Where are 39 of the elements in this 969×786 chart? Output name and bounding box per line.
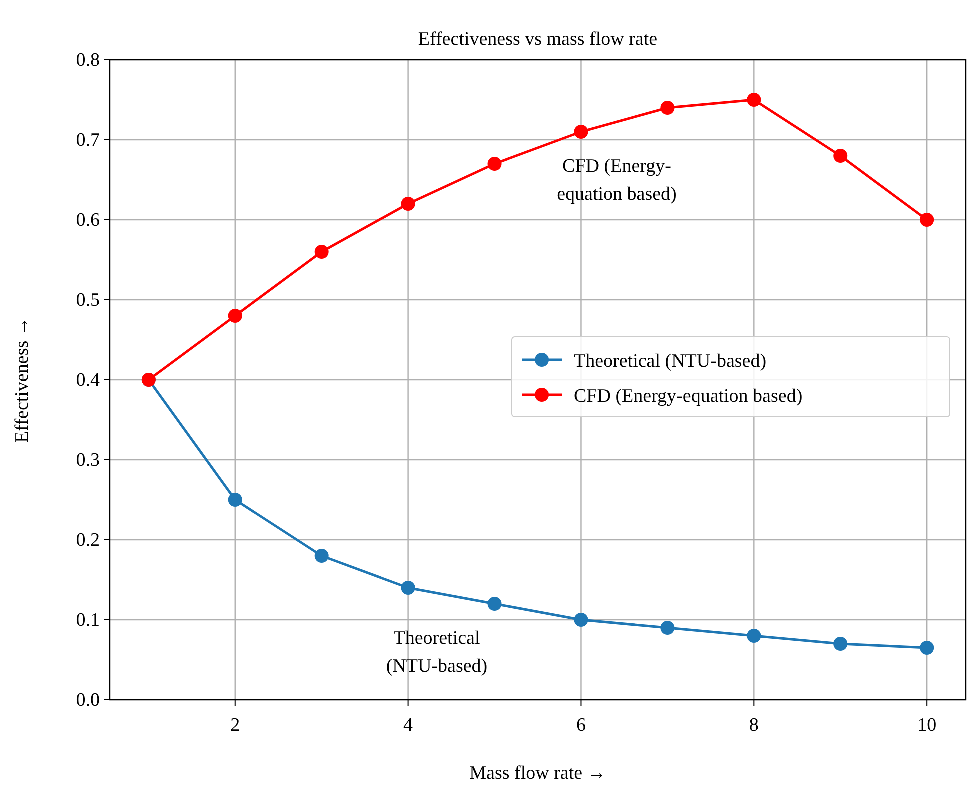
point <box>488 597 502 611</box>
point <box>660 621 675 635</box>
y-tick-label: 0.3 <box>76 450 100 471</box>
point <box>401 581 416 595</box>
y-axis-title: Effectiveness → <box>12 317 33 443</box>
point <box>834 637 848 651</box>
x-tick-label: 8 <box>749 715 759 736</box>
point <box>228 309 242 323</box>
annotation: Theoretical (NTU-based) <box>386 628 488 677</box>
point <box>574 613 588 627</box>
chart-title: Effectiveness vs mass flow rate <box>418 29 658 50</box>
point <box>488 157 502 171</box>
point <box>574 125 588 139</box>
y-tick-label: 0.4 <box>76 370 100 391</box>
point <box>747 629 762 643</box>
legend-label: CFD (Energy-equation based) <box>574 386 803 407</box>
x-axis-title: Mass flow rate → <box>470 763 606 784</box>
point <box>660 101 675 115</box>
point <box>920 641 934 655</box>
legend-label: Theoretical (NTU-based) <box>574 351 767 372</box>
y-tick-label: 0.6 <box>76 210 100 231</box>
point <box>834 149 848 163</box>
point <box>228 493 242 507</box>
y-tick-label: 0.2 <box>76 530 100 551</box>
x-tick-label: 6 <box>576 715 586 736</box>
point <box>747 93 762 107</box>
y-tick-label: 0.1 <box>76 610 100 631</box>
x-tick-label: 10 <box>918 715 937 736</box>
y-tick-label: 0.8 <box>76 50 100 71</box>
point <box>920 213 934 227</box>
y-tick-label: 0.5 <box>76 290 100 311</box>
y-tick-label: 0.0 <box>76 690 100 711</box>
point <box>401 197 416 211</box>
annotation: CFD (Energy- equation based) <box>557 156 677 205</box>
point <box>314 549 329 563</box>
x-tick-label: 4 <box>404 715 414 736</box>
y-tick-label: 0.7 <box>76 130 100 151</box>
point <box>314 245 329 259</box>
x-tick-label: 2 <box>230 715 240 736</box>
